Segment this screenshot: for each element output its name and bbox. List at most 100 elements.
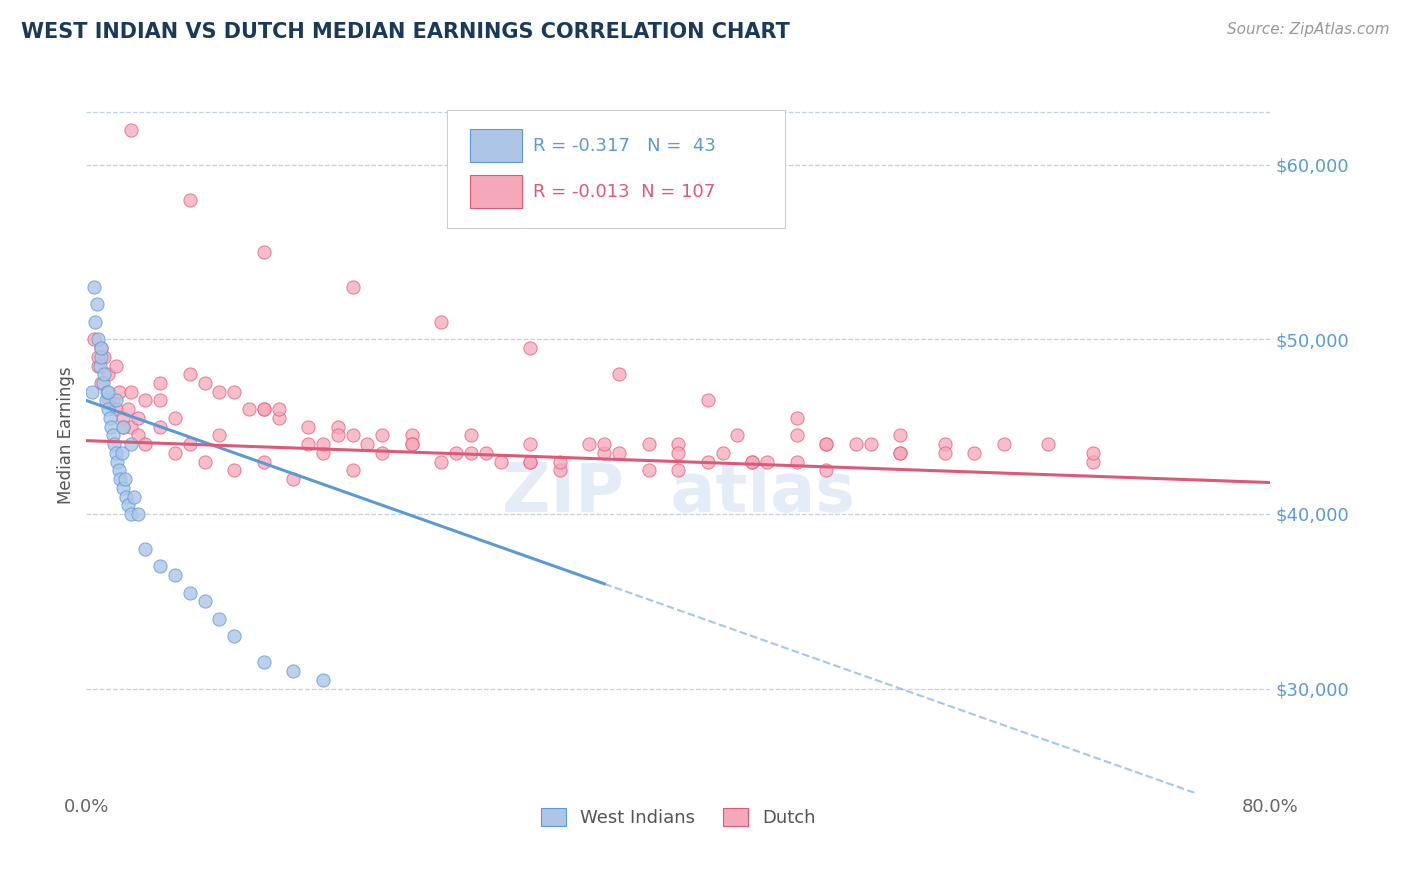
- Point: [253, 402, 276, 417]
- Point: [460, 446, 482, 460]
- Point: [430, 315, 453, 329]
- Text: WEST INDIAN VS DUTCH MEDIAN EARNINGS CORRELATION CHART: WEST INDIAN VS DUTCH MEDIAN EARNINGS COR…: [21, 22, 790, 42]
- Point: [194, 376, 217, 390]
- Point: [122, 490, 145, 504]
- Point: [105, 454, 128, 468]
- Point: [993, 437, 1015, 451]
- Point: [224, 463, 246, 477]
- Point: [87, 350, 110, 364]
- Legend: West Indians, Dutch: West Indians, Dutch: [533, 801, 823, 834]
- Point: [371, 428, 394, 442]
- Point: [475, 446, 498, 460]
- Point: [889, 446, 911, 460]
- Point: [312, 446, 335, 460]
- Point: [326, 428, 349, 442]
- Point: [208, 428, 231, 442]
- Point: [127, 411, 149, 425]
- Point: [342, 280, 364, 294]
- Point: [741, 454, 763, 468]
- Point: [342, 463, 364, 477]
- Point: [637, 463, 659, 477]
- Point: [267, 402, 290, 417]
- Point: [179, 585, 201, 599]
- Point: [100, 419, 122, 434]
- Point: [149, 559, 172, 574]
- Text: R = -0.013  N = 107: R = -0.013 N = 107: [533, 183, 714, 201]
- Point: [97, 402, 120, 417]
- Point: [446, 446, 468, 460]
- Point: [101, 428, 124, 442]
- Point: [297, 419, 319, 434]
- Point: [934, 446, 956, 460]
- Point: [859, 437, 882, 451]
- Point: [845, 437, 868, 451]
- Point: [401, 437, 423, 451]
- Point: [666, 463, 689, 477]
- Point: [165, 568, 187, 582]
- Point: [741, 454, 763, 468]
- Point: [90, 341, 112, 355]
- Point: [111, 446, 134, 460]
- Point: [253, 402, 276, 417]
- Point: [593, 446, 616, 460]
- Point: [578, 437, 600, 451]
- Point: [112, 411, 135, 425]
- Point: [1038, 437, 1060, 451]
- Point: [108, 463, 131, 477]
- Point: [96, 384, 118, 399]
- Point: [711, 446, 734, 460]
- Point: [84, 315, 107, 329]
- Point: [519, 341, 541, 355]
- Point: [179, 368, 201, 382]
- Point: [208, 612, 231, 626]
- Point: [815, 463, 838, 477]
- Point: [1081, 454, 1104, 468]
- Point: [489, 454, 512, 468]
- Point: [666, 446, 689, 460]
- Point: [548, 454, 571, 468]
- Point: [238, 402, 260, 417]
- Point: [101, 393, 124, 408]
- Point: [120, 384, 142, 399]
- Point: [134, 437, 156, 451]
- Point: [607, 368, 630, 382]
- Point: [103, 437, 125, 451]
- Point: [283, 664, 305, 678]
- Point: [519, 454, 541, 468]
- Point: [179, 193, 201, 207]
- Point: [312, 673, 335, 687]
- Text: Source: ZipAtlas.com: Source: ZipAtlas.com: [1226, 22, 1389, 37]
- Point: [114, 472, 136, 486]
- Point: [519, 454, 541, 468]
- Point: [82, 384, 104, 399]
- Point: [86, 297, 108, 311]
- Point: [430, 454, 453, 468]
- Point: [87, 332, 110, 346]
- Point: [94, 393, 117, 408]
- Point: [666, 437, 689, 451]
- Point: [115, 490, 138, 504]
- Point: [149, 376, 172, 390]
- Point: [786, 428, 808, 442]
- Point: [194, 594, 217, 608]
- Point: [401, 437, 423, 451]
- Point: [179, 437, 201, 451]
- Y-axis label: Median Earnings: Median Earnings: [58, 367, 75, 504]
- Point: [1081, 446, 1104, 460]
- Point: [120, 507, 142, 521]
- Point: [593, 437, 616, 451]
- Point: [97, 368, 120, 382]
- Point: [815, 437, 838, 451]
- Point: [127, 428, 149, 442]
- Point: [104, 402, 127, 417]
- Point: [194, 454, 217, 468]
- Point: [208, 384, 231, 399]
- Point: [786, 454, 808, 468]
- Point: [224, 384, 246, 399]
- Point: [108, 384, 131, 399]
- Point: [149, 419, 172, 434]
- Point: [91, 376, 114, 390]
- Point: [165, 411, 187, 425]
- FancyBboxPatch shape: [447, 110, 785, 227]
- Point: [83, 280, 105, 294]
